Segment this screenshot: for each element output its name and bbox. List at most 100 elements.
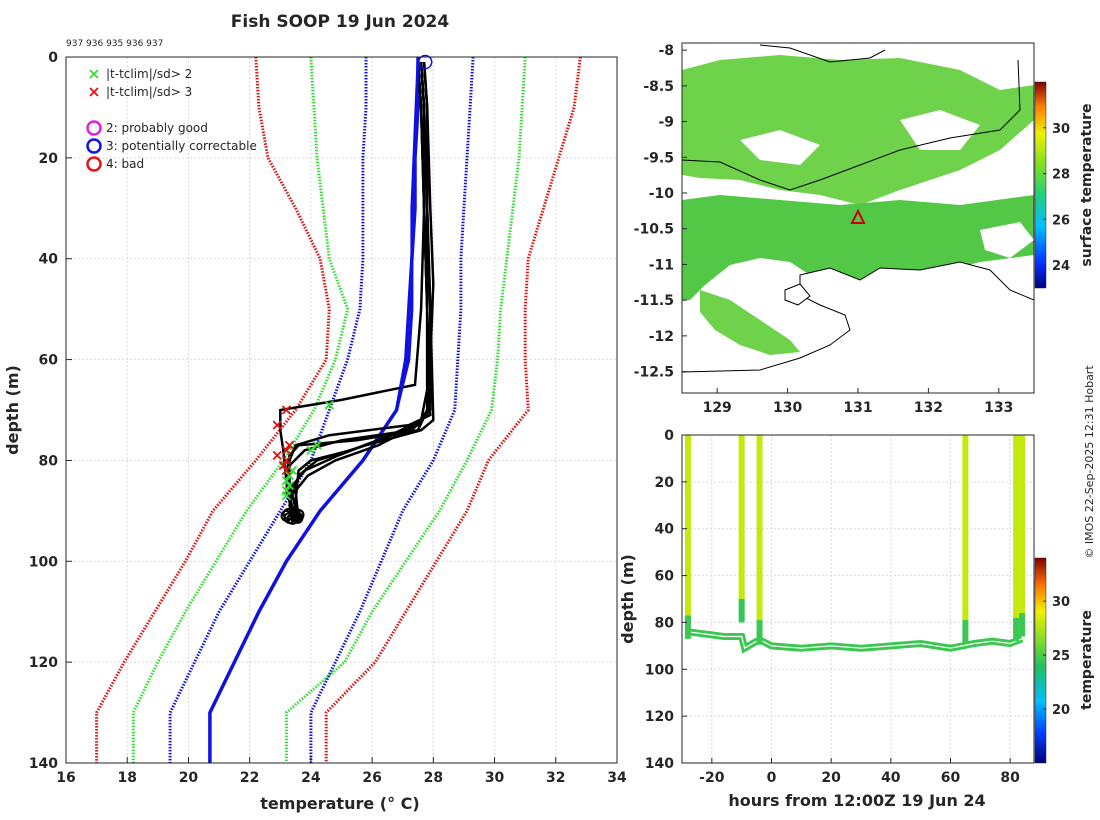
flag-3sd-marker-stroke-b xyxy=(281,455,292,466)
sst-colorbar-tick-label: 26 xyxy=(1052,213,1070,228)
profile-x-tick-label: 18 xyxy=(117,770,136,786)
flag-3sd-marker-stroke-b xyxy=(278,460,288,471)
temperature-colorbar-tick-label: 30 xyxy=(1052,595,1070,610)
legend-label: |t-tclim|/sd> 2 xyxy=(106,67,192,81)
depth-time-x-label: hours from 12:00Z 19 Jun 24 xyxy=(728,791,985,810)
flag-3sd-marker xyxy=(281,455,292,466)
map-y-tick-label: -9 xyxy=(658,115,674,131)
map-x-tick-label: 130 xyxy=(773,400,802,416)
flag-2sd-marker-stroke-b xyxy=(284,470,295,481)
legend-marker-circle xyxy=(86,156,102,172)
flag-2sd-marker-stroke-b xyxy=(281,491,292,501)
map-y-tick-label: -12 xyxy=(649,329,674,345)
map-x-tick-label: 131 xyxy=(843,400,872,416)
depth-time-series xyxy=(684,435,1026,654)
profile-y-tick-label: 140 xyxy=(29,756,58,772)
climatology-mean-1sd xyxy=(168,57,368,763)
depth-time-y-tick-label: 60 xyxy=(655,569,675,585)
legend-marker-circle xyxy=(86,120,102,136)
cast-location-marker xyxy=(850,208,866,224)
legend-label: |t-tclim|/sd> 3 xyxy=(106,85,192,99)
map-x-tick-label: 133 xyxy=(984,400,1013,416)
map-y-tick-label: -10 xyxy=(649,186,675,202)
depth-time-x-tick-label: 80 xyxy=(1000,770,1020,786)
map-y-tick-label: -12.5 xyxy=(634,365,674,381)
map-y-tick-label: -8.5 xyxy=(643,79,674,95)
depth-time-y-tick-label: 20 xyxy=(655,475,675,491)
profile-x-tick-label: 16 xyxy=(56,770,75,786)
sst-patch-central xyxy=(682,195,1034,300)
profile-panel: 16 18 20 22 24 26 28 30 32 34 0 20 40 60 80 100 120 140 d… xyxy=(3,50,627,813)
near-bottom-track-core xyxy=(687,631,1023,650)
sst-map-panel: 129 130 131 132 133 -8 -8.5 -9 -9.5 -10 -10.5 -11 -1… xyxy=(634,42,1095,416)
flag-3sd-marker xyxy=(281,445,292,455)
legend-label: 4: bad xyxy=(106,157,144,171)
profile-bottom-marker xyxy=(291,511,304,524)
flag-3sd-marker-stroke-b xyxy=(281,445,292,455)
sst-colorbar-tick-label: 24 xyxy=(1052,259,1070,274)
flag-3sd-marker-stroke-b xyxy=(281,405,292,415)
map-y-tick-label: -8 xyxy=(658,43,674,59)
sst-patch-southwest xyxy=(700,290,800,355)
sst-colorbar-label: surface temperature xyxy=(1079,103,1095,266)
flag-2sd-marker xyxy=(284,481,295,491)
flag-2sd-marker-stroke-b xyxy=(324,400,334,410)
sst-cloud-gaps xyxy=(740,110,1034,258)
profile-x-tick-label: 22 xyxy=(240,770,259,786)
depth-time-x-tick-label: 20 xyxy=(821,770,841,786)
temperature-colorbar xyxy=(1034,557,1047,764)
profile-x-tick-label: 28 xyxy=(424,770,443,786)
legend-marker-circle xyxy=(86,138,102,154)
sst-patch-north xyxy=(682,55,1034,205)
profile-legend: |t-tclim|/sd> 2 |t-tclim|/sd> 3 2: probabl… xyxy=(86,67,257,172)
profile-y-tick-label: 100 xyxy=(29,554,58,570)
climatology-mean+3sd xyxy=(324,56,582,763)
sst-colorbar-tick-label: 30 xyxy=(1052,122,1070,137)
depth-time-axes-frame xyxy=(681,434,1035,764)
profile-x-tick-label: 20 xyxy=(179,770,199,786)
qc-flag-markers xyxy=(272,54,433,501)
depth-time-y-tick-label: 0 xyxy=(664,428,674,444)
depth-time-panel: -20 0 20 40 60 80 0 20 40 60 80 100 120 140 depth (m)… xyxy=(618,428,1095,810)
temperature-profile-7 xyxy=(294,61,432,522)
flag-3sd-marker xyxy=(272,450,282,461)
flag-3sd-marker xyxy=(284,440,295,450)
profile-x-label: temperature (° C) xyxy=(260,794,419,813)
copyright-notice: © IMOS 22-Sep-2025 12:31 Hobart xyxy=(1083,365,1096,559)
temperature-colorbar-ticks: 20 25 30 xyxy=(1043,595,1070,718)
profile-x-tick-label: 30 xyxy=(485,770,505,786)
profile-x-tick-label: 32 xyxy=(546,770,565,786)
profile-y-tick-label: 40 xyxy=(39,252,59,268)
profile-y-tick-label: 0 xyxy=(48,50,58,66)
legend-marker-x xyxy=(89,69,99,79)
flag-2sd-marker-stroke-b xyxy=(284,481,295,491)
depth-time-y-tick-label: 140 xyxy=(645,756,674,772)
coastline-north xyxy=(759,44,886,63)
profile-header-ids: 937 936 935 936 937 xyxy=(66,39,163,49)
temperature-colorbar-tick-label: 20 xyxy=(1052,703,1070,718)
climatology-mean+2sd xyxy=(284,56,527,763)
flag-2sd-marker xyxy=(284,470,295,481)
flag-2sd-marker xyxy=(324,400,334,410)
legend-marker-x-stroke-b xyxy=(89,69,99,79)
figure-title: Fish SOOP 19 Jun 2024 xyxy=(231,12,450,32)
depth-time-x-tick-label: 60 xyxy=(941,770,961,786)
depth-time-y-tick-label: 100 xyxy=(645,662,674,678)
map-y-tick-label: -11.5 xyxy=(634,293,674,309)
flag-2sd-marker xyxy=(281,475,292,486)
map-x-tick-label: 129 xyxy=(703,400,732,416)
flag-3sd-marker xyxy=(281,465,292,476)
sst-colorbar xyxy=(1034,81,1047,289)
sst-colorbar-ticks: 24 26 28 30 xyxy=(1043,122,1070,274)
profile-y-tick-label: 60 xyxy=(39,353,59,369)
flag-2sd-marker xyxy=(281,491,292,501)
profile-y-tick-label: 80 xyxy=(39,453,59,469)
map-y-tick-label: -9.5 xyxy=(643,150,674,166)
profile-x-tick-label: 24 xyxy=(301,770,321,786)
flag-2sd-marker-stroke-b xyxy=(281,475,292,486)
qc-flag-3-circle xyxy=(417,54,433,70)
depth-time-x-tick-label: -20 xyxy=(699,770,725,786)
flag-3sd-marker-stroke-b xyxy=(284,440,295,450)
map-y-tick-label: -11 xyxy=(649,257,674,273)
